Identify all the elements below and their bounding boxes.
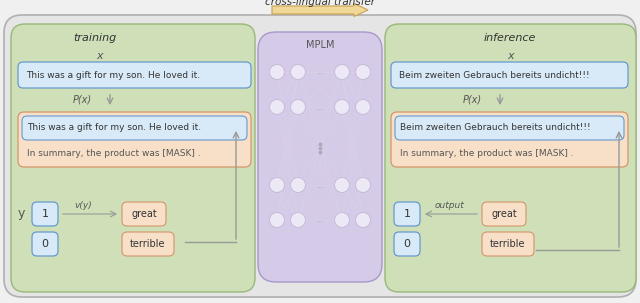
FancyBboxPatch shape <box>391 112 628 167</box>
FancyBboxPatch shape <box>394 202 420 226</box>
Circle shape <box>269 99 285 115</box>
FancyBboxPatch shape <box>482 232 534 256</box>
FancyBboxPatch shape <box>122 202 166 226</box>
Text: inference: inference <box>484 33 536 43</box>
Text: 0: 0 <box>42 239 49 249</box>
Circle shape <box>291 178 305 192</box>
FancyBboxPatch shape <box>482 202 526 226</box>
Circle shape <box>355 212 371 228</box>
Text: P(x): P(x) <box>73 94 92 104</box>
Text: This was a gift for my son. He loved it.: This was a gift for my son. He loved it. <box>27 124 201 132</box>
FancyBboxPatch shape <box>32 202 58 226</box>
Circle shape <box>335 65 349 79</box>
Text: terrible: terrible <box>131 239 166 249</box>
Text: ...: ... <box>316 215 324 225</box>
Circle shape <box>355 178 371 192</box>
FancyBboxPatch shape <box>18 62 251 88</box>
Text: In summary, the product was [MASK] .: In summary, the product was [MASK] . <box>27 148 200 158</box>
Circle shape <box>269 65 285 79</box>
Text: Beim zweiten Gebrauch bereits undicht!!!: Beim zweiten Gebrauch bereits undicht!!! <box>400 124 591 132</box>
Circle shape <box>335 99 349 115</box>
FancyBboxPatch shape <box>258 32 382 282</box>
Text: ...: ... <box>316 181 324 189</box>
Text: training: training <box>74 33 116 43</box>
FancyBboxPatch shape <box>22 116 247 140</box>
Text: great: great <box>131 209 157 219</box>
Circle shape <box>291 212 305 228</box>
Text: ...: ... <box>316 102 324 112</box>
FancyBboxPatch shape <box>385 24 636 292</box>
FancyBboxPatch shape <box>394 232 420 256</box>
Circle shape <box>269 212 285 228</box>
Circle shape <box>335 178 349 192</box>
Text: 1: 1 <box>42 209 49 219</box>
Text: This was a gift for my son. He loved it.: This was a gift for my son. He loved it. <box>26 71 200 79</box>
Text: In summary, the product was [MASK] .: In summary, the product was [MASK] . <box>400 148 573 158</box>
Text: v(y): v(y) <box>74 201 92 210</box>
Text: terrible: terrible <box>490 239 525 249</box>
FancyArrow shape <box>272 4 368 16</box>
FancyBboxPatch shape <box>11 24 255 292</box>
Circle shape <box>335 212 349 228</box>
Circle shape <box>291 99 305 115</box>
Text: ...: ... <box>316 68 324 76</box>
Text: x: x <box>97 51 103 61</box>
Circle shape <box>269 178 285 192</box>
FancyBboxPatch shape <box>391 62 628 88</box>
Text: great: great <box>491 209 517 219</box>
FancyBboxPatch shape <box>122 232 174 256</box>
FancyBboxPatch shape <box>18 112 251 167</box>
Text: x: x <box>508 51 515 61</box>
Circle shape <box>355 65 371 79</box>
Text: 1: 1 <box>403 209 410 219</box>
Text: 0: 0 <box>403 239 410 249</box>
FancyBboxPatch shape <box>395 116 624 140</box>
Text: . . .: . . . <box>316 142 324 154</box>
Text: Beim zweiten Gebrauch bereits undicht!!!: Beim zweiten Gebrauch bereits undicht!!! <box>399 71 589 79</box>
FancyBboxPatch shape <box>4 15 636 297</box>
Text: MPLM: MPLM <box>306 40 334 50</box>
Text: cross-lingual transfer: cross-lingual transfer <box>265 0 375 7</box>
Text: y: y <box>18 208 26 221</box>
Circle shape <box>291 65 305 79</box>
Text: P(x): P(x) <box>463 94 482 104</box>
Circle shape <box>355 99 371 115</box>
FancyBboxPatch shape <box>32 232 58 256</box>
Text: output: output <box>435 201 465 210</box>
